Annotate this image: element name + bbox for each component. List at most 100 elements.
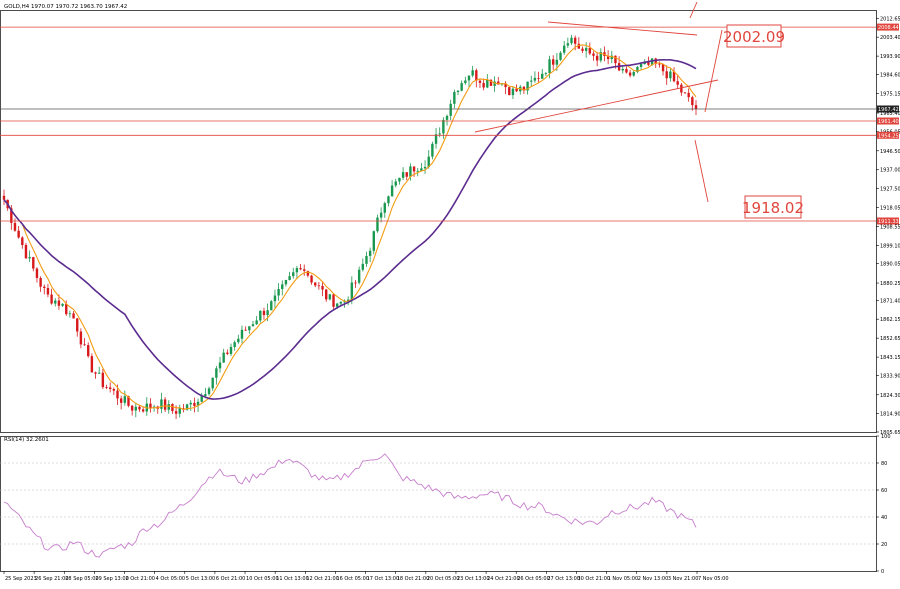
candle-body (130, 405, 134, 411)
candle-body (105, 387, 108, 388)
candle-body (497, 81, 500, 85)
candle-body (614, 55, 617, 64)
candle-body (482, 82, 485, 88)
candle-body (687, 92, 690, 98)
candle-body (475, 70, 478, 81)
candle-body (116, 390, 119, 399)
candle-body (72, 313, 75, 319)
x-tick-label: 16 Oct 05:00 (336, 576, 369, 582)
candle-body (489, 79, 493, 86)
candle-body (346, 299, 350, 302)
candle-body (431, 143, 434, 157)
candle-body (541, 73, 544, 79)
level-price-label: 1961.40 (878, 119, 899, 125)
candle-body (284, 279, 288, 285)
candle-body (314, 282, 317, 286)
candle-body (427, 156, 430, 167)
candle-body (467, 75, 471, 81)
candle-body (610, 55, 613, 60)
candle-body (2, 195, 6, 200)
candle-body (79, 331, 83, 345)
candle-body (211, 377, 214, 389)
rsi-tick-label: 60 (881, 488, 887, 494)
candle-body (691, 97, 694, 106)
candle-body (376, 217, 379, 232)
candle-body (504, 83, 507, 88)
level-price-label: 1911.33 (878, 219, 899, 225)
candle-body (17, 230, 20, 238)
candle-body (680, 84, 683, 93)
candle-body (508, 87, 511, 96)
candle-body (255, 320, 258, 325)
candle-body (460, 83, 463, 91)
candle-body (584, 47, 588, 51)
candle-body (599, 52, 603, 61)
candle-body (138, 406, 141, 410)
rsi-tick-label: 80 (881, 461, 887, 467)
candle-body (295, 268, 299, 273)
upper-target-label: 2002.09 (723, 24, 785, 48)
candle-body (233, 342, 236, 347)
candle-body (317, 285, 321, 287)
candle-body (445, 115, 449, 120)
candle-body (665, 71, 668, 79)
x-tick-label: 6 Oct 21:00 (216, 576, 245, 582)
candle-body (683, 92, 687, 94)
candle-body (270, 301, 273, 311)
candle-body (21, 237, 24, 246)
candle-body (10, 208, 13, 223)
candle-body (57, 300, 61, 306)
candle-body (420, 168, 423, 171)
x-tick-label: 12 Oct 21:00 (306, 576, 339, 582)
y-tick-label: 1908.55 (880, 225, 900, 231)
candle-body (383, 203, 386, 213)
candle-body (222, 352, 225, 363)
x-tick-label: 17 Oct 13:00 (367, 576, 400, 582)
y-tick-label: 1984.60 (880, 73, 900, 79)
y-tick-label: 1918.05 (880, 206, 900, 212)
candle-body (167, 404, 170, 410)
candles (2, 34, 698, 419)
previous-projection-up (689, 1, 698, 19)
candle-body (588, 47, 592, 54)
candle-body (544, 73, 548, 74)
candle-body (632, 71, 635, 76)
candle-body (669, 71, 672, 79)
candle-body (28, 257, 31, 259)
candle-body (464, 80, 467, 84)
candle-body (101, 372, 105, 388)
candle-body (68, 313, 72, 315)
candle-body (50, 294, 53, 304)
y-tick-label: 1871.40 (880, 299, 900, 305)
candle-body (628, 72, 632, 76)
candle-body (343, 301, 346, 303)
candle-body (127, 396, 130, 406)
candle-body (621, 68, 624, 71)
price-panel: 2012.65 2003.40 1993.90 1984.60 1975.15 1965.… (0, 1, 900, 436)
breakout-projection-up (704, 29, 723, 113)
candle-body (434, 134, 438, 144)
candle-body (379, 212, 383, 218)
candle-body (658, 63, 661, 65)
rsi-panel-frame (0, 436, 877, 572)
current-price-label: 1967.42 (878, 107, 899, 113)
candle-body (218, 362, 222, 369)
level-price-label: 2008.44 (878, 25, 899, 31)
candle-body (97, 372, 101, 374)
y-tick-label: 1862.15 (880, 317, 900, 323)
candle-body (328, 294, 332, 300)
candle-body (581, 48, 584, 51)
candle-body (87, 345, 90, 357)
candle-body (35, 268, 39, 278)
candle-body (672, 71, 676, 82)
triangle-upper-line (547, 21, 698, 36)
candle-body (277, 289, 280, 296)
candle-body (361, 263, 365, 270)
candle-body (251, 324, 255, 327)
candle-body (606, 56, 610, 60)
candle-body (335, 303, 339, 307)
candle-body (438, 133, 441, 135)
svg-text:2002.09: 2002.09 (723, 28, 785, 46)
